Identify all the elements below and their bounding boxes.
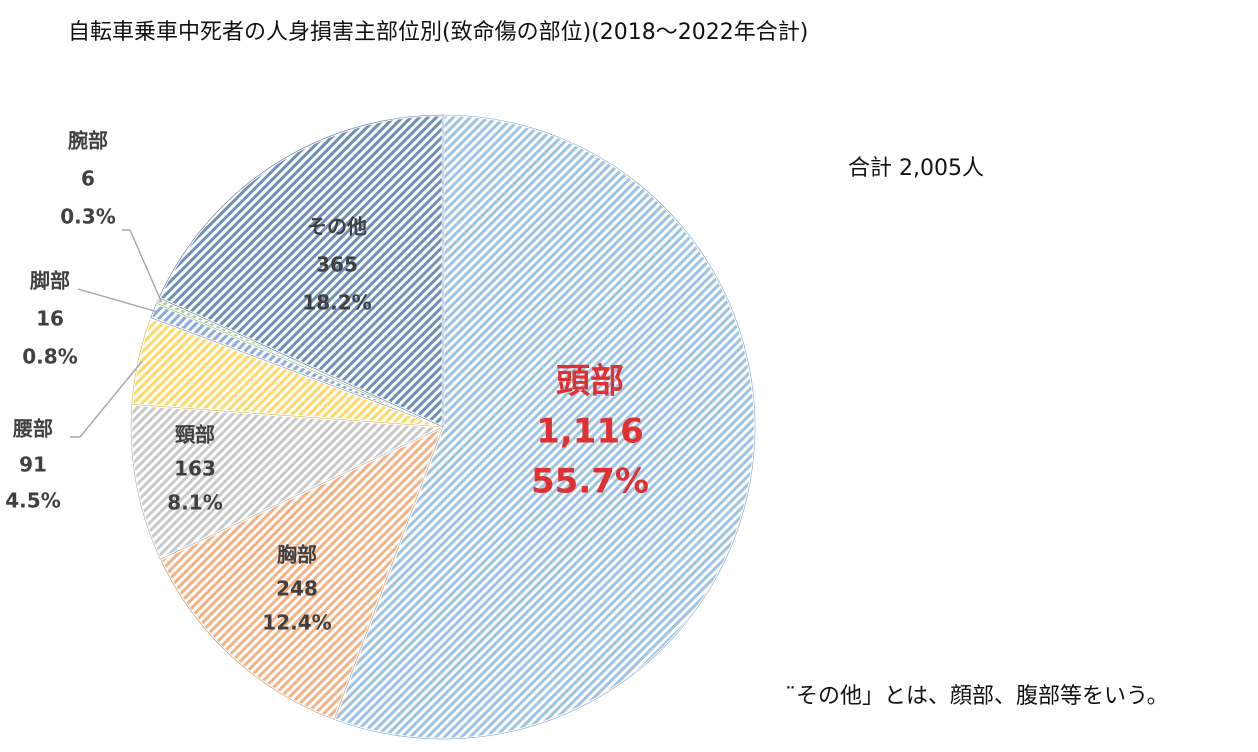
slice-label-name-3: 腰部 xyxy=(12,417,53,441)
leader-lines xyxy=(70,229,163,438)
slice-label-percent-3: 4.5% xyxy=(5,489,60,513)
slice-label-percent-1: 12.4% xyxy=(262,611,331,635)
pie-slice-edge-6 xyxy=(158,114,444,428)
footnote: ¨その他」とは、顔部、腹部等をいう。 xyxy=(785,684,1169,709)
slice-label-percent-5: 0.3% xyxy=(60,205,115,229)
slice-label-percent-0: 55.7% xyxy=(531,462,649,502)
pie-slice-edge-1 xyxy=(160,426,444,720)
slice-label-name-6: その他 xyxy=(307,215,367,239)
slice-label-name-2: 頸部 xyxy=(175,423,215,447)
pie-slices xyxy=(129,113,757,741)
slice-label-value-5: 6 xyxy=(81,167,95,191)
leader-line-3 xyxy=(70,360,143,438)
pie-slice-edge-0 xyxy=(333,114,756,740)
total-label: 合計 2,005人 xyxy=(848,156,984,181)
slice-label-value-0: 1,116 xyxy=(536,412,644,452)
slice-label-value-1: 248 xyxy=(276,577,318,601)
leader-line-4 xyxy=(77,288,158,313)
slice-label-percent-2: 8.1% xyxy=(167,491,222,515)
slice-label-percent-6: 18.2% xyxy=(302,291,371,315)
slice-labels: 頭部 1,116 55.7% 胸部 248 12.4% 頸部 163 8.1% 腰部 91 4.5% 脚… xyxy=(5,129,649,635)
slice-label-name-1: 胸部 xyxy=(277,543,317,567)
leader-line-5 xyxy=(122,229,163,303)
slice-label-name-5: 腕部 xyxy=(67,129,108,153)
chart-title: 自転車乗車中死者の人身損害主部位別(致命傷の部位)(2018〜2022年合計) xyxy=(68,20,809,45)
slice-label-value-6: 365 xyxy=(316,253,358,277)
slice-label-value-2: 163 xyxy=(174,457,216,481)
slice-label-value-3: 91 xyxy=(19,453,47,477)
slice-label-value-4: 16 xyxy=(36,307,64,331)
pie-slice-edge-2 xyxy=(130,403,445,560)
slice-label-name-4: 脚部 xyxy=(30,269,70,293)
slice-label-percent-4: 0.8% xyxy=(22,345,77,369)
slice-label-name-0: 頭部 xyxy=(556,362,624,402)
